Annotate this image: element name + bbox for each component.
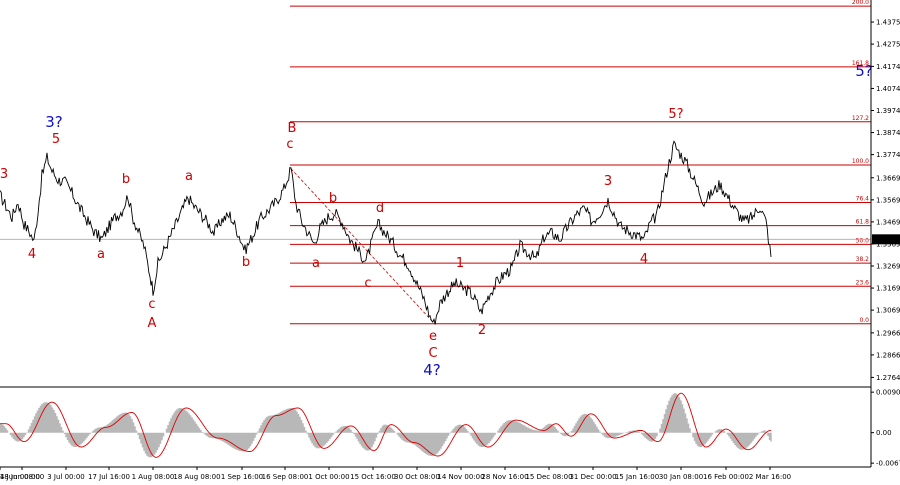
current-price-value: 1.3390 [875, 236, 900, 244]
wave-label-17: e [429, 329, 437, 344]
wave-label-5: b [122, 172, 130, 187]
time-tick-label: 1 Sep 16:00 [221, 473, 263, 481]
wave-label-15: c [364, 276, 371, 291]
wave-label-8: a [185, 169, 193, 184]
wave-label-2: 3? [45, 113, 63, 131]
time-tick-label: 30 Jan 08:00 [659, 473, 703, 481]
oscillator-panel: 0.00902 0.00 -0.00679 [0, 386, 900, 468]
price-tick-label: 1.3369 [876, 240, 900, 248]
wave-label-1: 4 [28, 247, 36, 262]
fib-label-161.8: 161.8 [852, 60, 869, 67]
price-tick-label: 1.3069 [876, 307, 900, 315]
price-tick-label: 1.3774 [876, 151, 900, 159]
price-tick-label: 1.4174 [876, 63, 900, 71]
wave-label-19: 4? [423, 361, 441, 379]
price-tick-label: 1.2866 [876, 351, 900, 359]
time-tick-label: 28 Nov 16:00 [481, 473, 528, 481]
price-tick-label: 1.3974 [876, 107, 900, 115]
time-tick-label: 3 Jul 00:00 [47, 473, 85, 481]
fibonacci-levels: 0.0 23.6 38.2 50.0 61.8 76.4 100.0 127.2 161.8 20… [290, 0, 871, 325]
time-tick-label: 30 Oct 08:00 [394, 473, 440, 481]
time-tick-label: 16 Sep 08:00 [262, 473, 309, 481]
price-tick-label: 1.3169 [876, 285, 900, 293]
fib-label-76.4: 76.4 [856, 195, 870, 202]
fib-label-0.0: 0.0 [859, 317, 869, 324]
fib-label-200.0: 200.0 [852, 0, 869, 6]
oscillator-histogram [0, 393, 772, 458]
wave-label-12: b [329, 191, 337, 206]
price-tick-label: 1.3469 [876, 218, 900, 226]
fib-label-38.2: 38.2 [856, 256, 870, 263]
price-tick-label: 1.4074 [876, 85, 900, 93]
current-price-badge [872, 234, 900, 245]
price-tick-label: 1.4275 [876, 41, 900, 49]
wave-label-14: d [376, 201, 384, 216]
price-series [0, 140, 772, 325]
price-tick-label: 1.4375 [876, 19, 900, 27]
wave-label-16: 1 [456, 256, 464, 271]
time-tick-label: 31 Dec 00:00 [569, 473, 616, 481]
wave-label-24: 5? [855, 62, 873, 80]
fib-label-100.0: 100.0 [852, 158, 869, 165]
trend-dashed-segment [290, 168, 435, 324]
wave-label-10: B [288, 121, 297, 136]
fib-label-23.6: 23.6 [856, 279, 870, 286]
oscillator-signal-line [0, 392, 772, 458]
time-tick-label: 1 Aug 08:00 [132, 473, 175, 481]
wave-label-22: 4 [640, 252, 648, 267]
wave-label-6: c [148, 297, 155, 312]
fib-label-61.8: 61.8 [856, 219, 870, 226]
wave-label-20: 2 [478, 323, 486, 338]
wave-label-23: 5? [668, 107, 683, 122]
time-tick-label: 15 Dec 08:00 [525, 473, 572, 481]
time-tick-label: 18 Jun 08:00 [0, 473, 44, 481]
price-tick-label: 1.3569 [876, 196, 900, 204]
wave-label-11: c [286, 137, 293, 152]
time-tick-label: 1 Oct 00:00 [308, 473, 349, 481]
time-tick-label: 18 Aug 08:00 [173, 473, 220, 481]
wave-label-21: 3 [604, 174, 612, 189]
price-axis: 1.2764 1.2866 1.2966 1.3069 1.3169 1.3269 1.33… [870, 0, 900, 467]
trend-dashed-line [290, 168, 435, 324]
time-tick-label: 16 Feb 00:00 [703, 473, 749, 481]
price-tick-label: 1.2764 [876, 374, 900, 382]
osc-tick-label: 0.00 [876, 429, 892, 437]
price-tick-label: 1.3874 [876, 129, 900, 137]
wave-label-4: a [97, 247, 105, 262]
fib-label-127.2: 127.2 [852, 115, 869, 122]
time-tick-label: 14 Nov 00:00 [437, 473, 484, 481]
time-tick-label: 15 Jan 16:00 [615, 473, 659, 481]
wave-label-7: A [148, 316, 157, 331]
wave-label-0: 3 [0, 167, 8, 182]
time-tick-label: 15 Oct 16:00 [350, 473, 396, 481]
time-tick-label: 17 Jul 16:00 [88, 473, 130, 481]
osc-tick-label: -0.00679 [876, 460, 900, 468]
wave-label-13: a [312, 256, 320, 271]
wave-label-3: 5 [52, 132, 60, 147]
price-tick-label: 1.3269 [876, 263, 900, 271]
wave-label-9: b [242, 255, 250, 270]
price-line [0, 140, 772, 325]
osc-tick-label: 0.00902 [876, 389, 900, 397]
fib-label-50.0: 50.0 [856, 237, 870, 244]
price-tick-label: 1.2966 [876, 329, 900, 337]
time-tick-label: 2 Mar 16:00 [749, 473, 791, 481]
wave-label-18: C [428, 346, 437, 361]
time-tick-label: 4 Jun 00:00 [0, 473, 40, 481]
price-tick-label: 1.3669 [876, 174, 900, 182]
